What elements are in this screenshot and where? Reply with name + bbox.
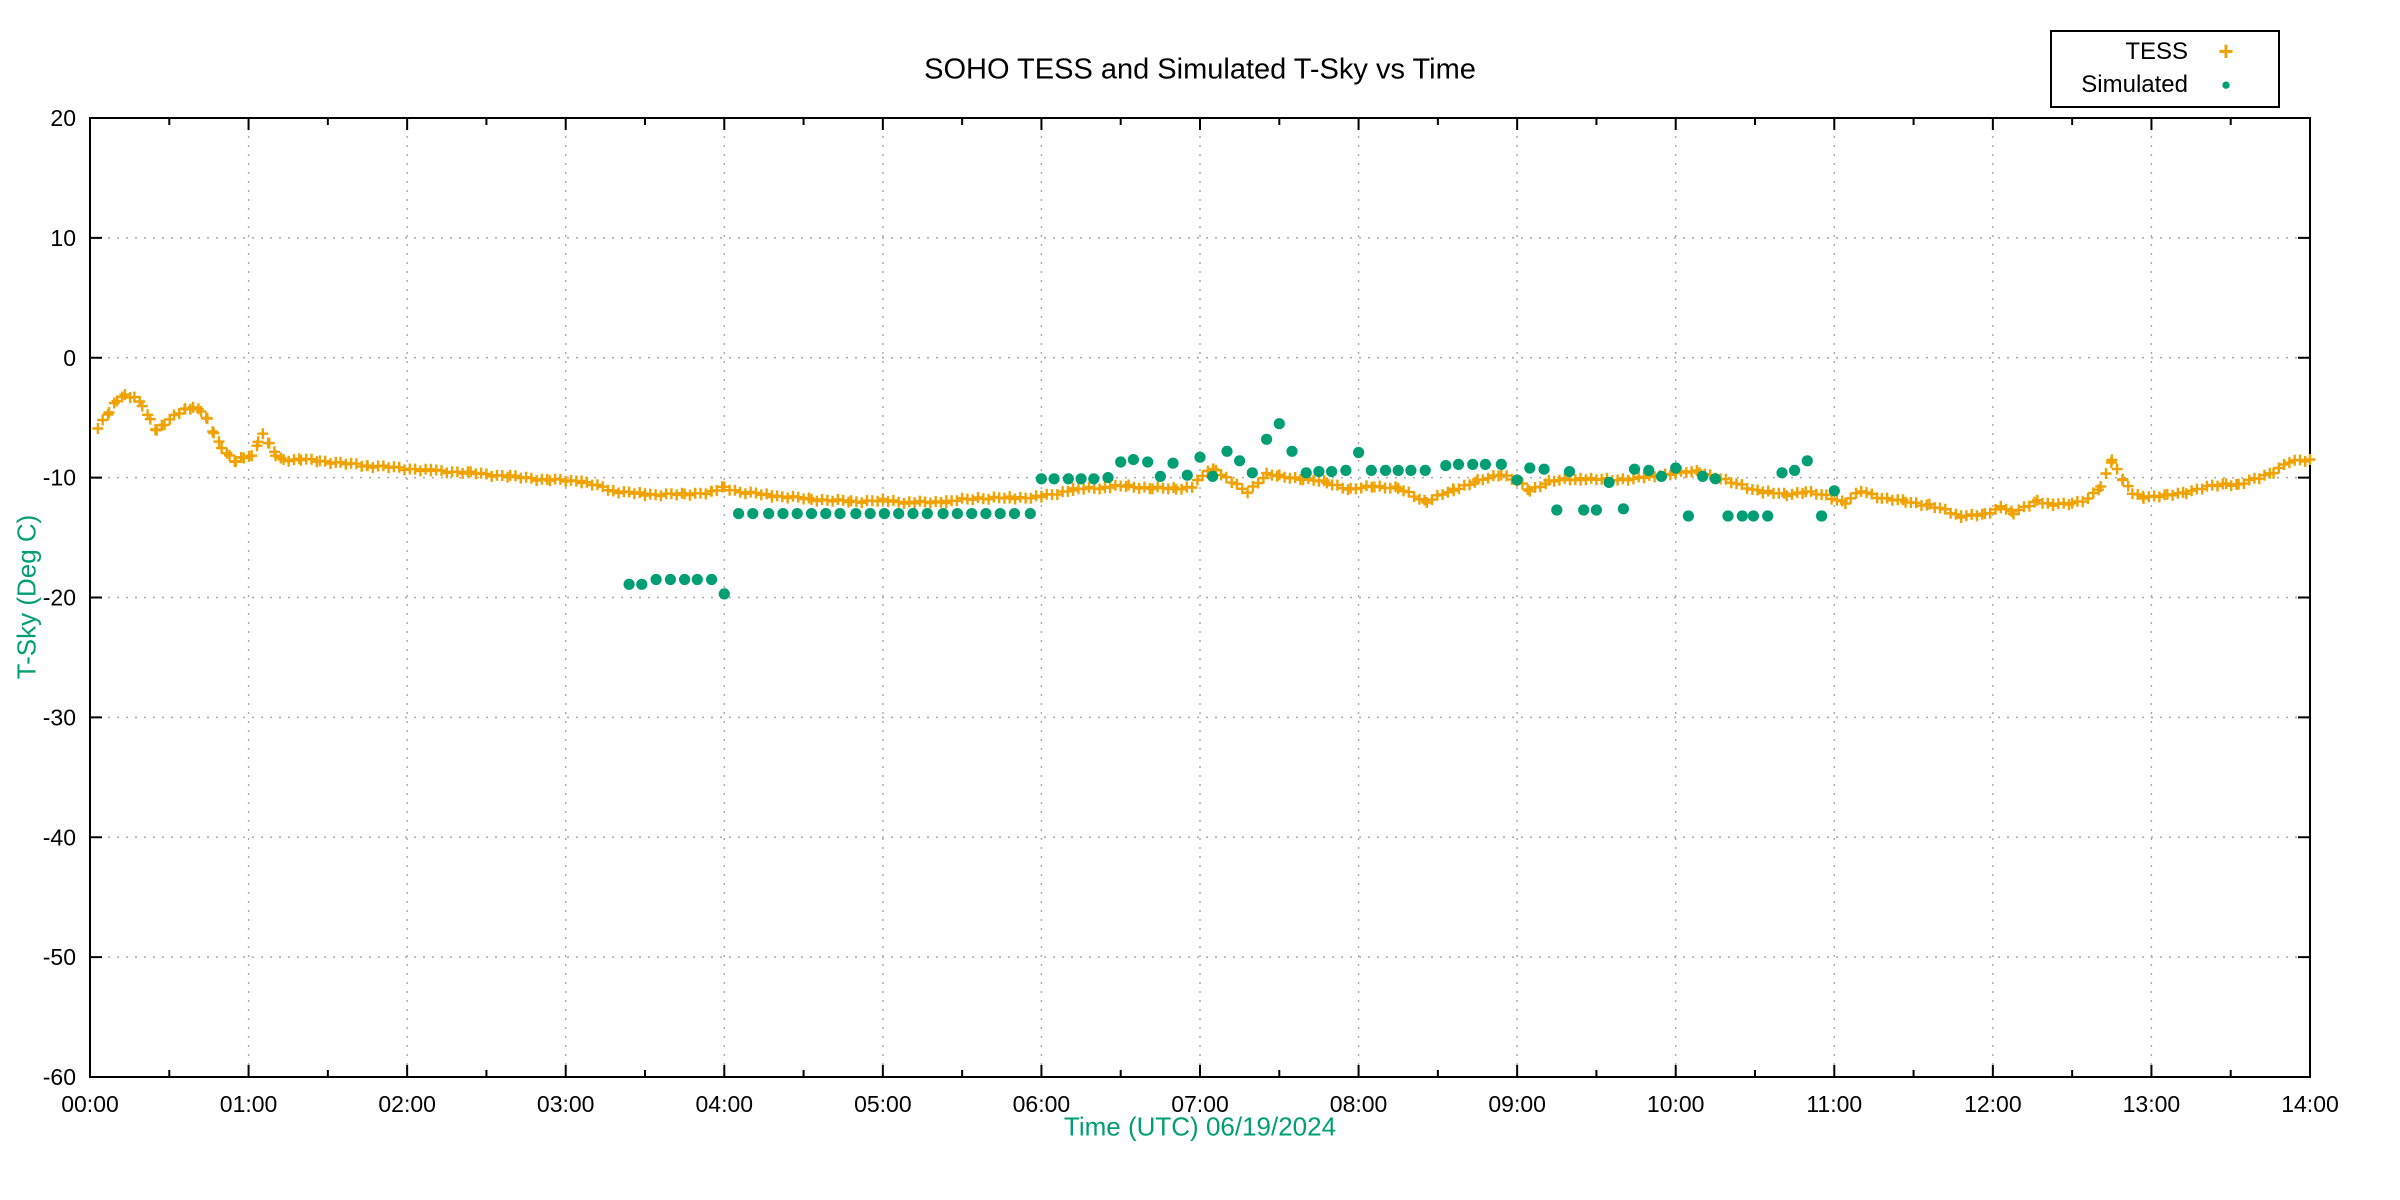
- y-tick-label: -60: [43, 1064, 76, 1090]
- gridlines: [90, 118, 2310, 1077]
- legend-item-simulated: Simulated ●: [2060, 68, 2264, 101]
- y-tick-label: -10: [43, 465, 76, 491]
- y-tick-label: -50: [43, 944, 76, 970]
- plus-marker-icon: +: [2218, 36, 2234, 66]
- x-tick-label: 13:00: [2123, 1091, 2181, 1117]
- x-tick-label: 09:00: [1488, 1091, 1546, 1117]
- x-tick-label: 06:00: [1013, 1091, 1071, 1117]
- y-tick-label: -30: [43, 704, 76, 730]
- legend: TESS + Simulated ●: [2050, 30, 2280, 108]
- y-tick-label: 0: [63, 345, 76, 371]
- legend-item-tess: TESS +: [2060, 35, 2264, 68]
- series-tess: [92, 389, 2316, 523]
- series-simulated: [623, 418, 1840, 600]
- x-tick-label: 00:00: [61, 1091, 119, 1117]
- y-tick-label: 10: [50, 225, 76, 251]
- x-tick-label: 03:00: [537, 1091, 595, 1117]
- x-tick-label: 07:00: [1171, 1091, 1229, 1117]
- x-tick-label: 10:00: [1647, 1091, 1705, 1117]
- x-tick-label: 04:00: [696, 1091, 754, 1117]
- y-axis-label: T-Sky (Deg C): [11, 514, 42, 680]
- y-tick-label: -40: [43, 824, 76, 850]
- x-tick-label: 02:00: [378, 1091, 436, 1117]
- chart-title: SOHO TESS and Simulated T-Sky vs Time: [924, 53, 1476, 86]
- x-tick-label: 01:00: [220, 1091, 278, 1117]
- x-tick-label: 11:00: [1806, 1091, 1862, 1117]
- legend-label: Simulated: [2081, 71, 2188, 98]
- x-tick-label: 14:00: [2281, 1091, 2339, 1117]
- x-tick-label: 08:00: [1330, 1091, 1388, 1117]
- y-tick-label: 20: [50, 105, 76, 131]
- x-tick-label: 05:00: [854, 1091, 912, 1117]
- y-tick-label: -20: [43, 585, 76, 611]
- legend-label: TESS: [2125, 38, 2188, 65]
- axis-ticks: [89, 117, 2311, 1078]
- dot-marker-icon: ●: [2220, 75, 2232, 94]
- x-tick-label: 12:00: [1964, 1091, 2022, 1117]
- x-axis-label: Time (UTC) 06/19/2024: [1063, 1111, 1337, 1142]
